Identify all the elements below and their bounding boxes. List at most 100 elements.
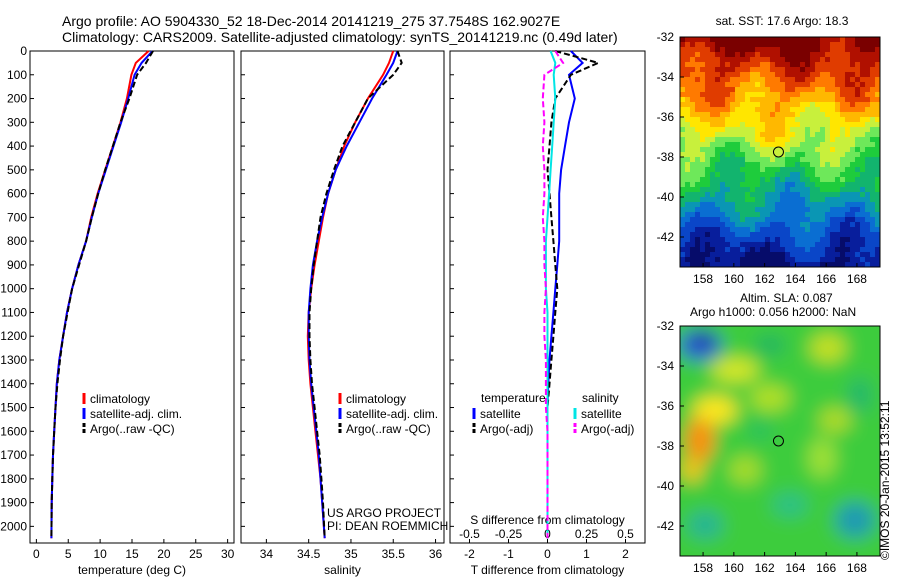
sst-cell xyxy=(690,107,696,113)
sst-cell xyxy=(735,127,741,133)
sst-cell xyxy=(725,77,731,83)
sst-cell xyxy=(820,97,826,103)
sst-cell xyxy=(680,197,686,203)
sst-cell xyxy=(750,132,756,138)
sst-cell xyxy=(825,107,831,113)
figure-title-line2: Climatology: CARS2009. Satellite-adjuste… xyxy=(62,29,618,45)
sst-cell xyxy=(815,247,821,253)
map-lon-tick-label: 162 xyxy=(755,561,775,575)
sst-cell xyxy=(830,37,836,43)
sst-cell xyxy=(795,82,801,88)
sst-cell xyxy=(740,217,746,223)
sst-cell xyxy=(780,187,786,193)
sst-cell xyxy=(805,257,811,263)
sst-cell xyxy=(740,102,746,108)
sst-cell xyxy=(875,47,880,53)
sst-cell xyxy=(745,247,751,253)
sst-cell xyxy=(755,57,761,63)
sst-cell xyxy=(740,257,746,263)
sst-cell xyxy=(845,212,851,218)
sst-cell xyxy=(725,177,731,183)
sst-cell xyxy=(680,192,686,198)
sst-cell xyxy=(815,227,821,233)
sst-cell xyxy=(720,147,726,153)
sst-cell xyxy=(765,237,771,243)
sst-cell xyxy=(855,62,861,68)
sst-cell xyxy=(845,217,851,223)
sst-cell xyxy=(795,177,801,183)
sst-cell xyxy=(820,262,826,267)
sst-cell xyxy=(805,242,811,248)
legend-label: Argo(-adj) xyxy=(581,422,634,436)
sst-cell xyxy=(835,177,841,183)
sst-cell xyxy=(710,152,716,158)
sst-cell xyxy=(700,57,706,63)
sst-cell xyxy=(680,217,686,223)
sst-cell xyxy=(710,247,716,253)
sst-cell xyxy=(725,152,731,158)
sst-cell xyxy=(810,192,816,198)
sst-cell xyxy=(765,62,771,68)
sst-cell xyxy=(770,217,776,223)
sst-cell xyxy=(720,142,726,148)
sst-cell xyxy=(800,97,806,103)
sst-cell xyxy=(790,212,796,218)
sst-cell xyxy=(795,137,801,143)
sst-cell xyxy=(750,72,756,78)
sst-cell xyxy=(685,247,691,253)
sst-cell xyxy=(695,247,701,253)
sst-cell xyxy=(720,202,726,208)
sst-cell xyxy=(705,162,711,168)
sst-cell xyxy=(715,52,721,58)
sst-cell xyxy=(685,62,691,68)
sst-cell xyxy=(755,112,761,118)
sst-cell xyxy=(770,222,776,228)
sst-cell xyxy=(790,177,796,183)
sst-cell xyxy=(840,157,846,163)
sst-cell xyxy=(835,157,841,163)
sst-cell xyxy=(800,177,806,183)
sst-cell xyxy=(700,92,706,98)
sst-cell xyxy=(780,162,786,168)
sst-cell xyxy=(800,202,806,208)
sst-cell xyxy=(730,172,736,178)
sst-cell xyxy=(745,107,751,113)
sst-cell xyxy=(785,192,791,198)
sst-cell xyxy=(860,102,866,108)
x-tick-label: -1 xyxy=(503,547,514,561)
sst-cell xyxy=(870,147,876,153)
sst-cell xyxy=(680,212,686,218)
sst-cell xyxy=(750,127,756,133)
sst-cell xyxy=(830,217,836,223)
depth-tick-label: 2000 xyxy=(0,519,27,533)
sst-cell xyxy=(760,257,766,263)
sst-cell xyxy=(725,247,731,253)
sst-cell xyxy=(710,222,716,228)
sst-cell xyxy=(695,132,701,138)
sst-cell xyxy=(750,147,756,153)
depth-tick-label: 1400 xyxy=(0,377,27,391)
sst-cell xyxy=(755,62,761,68)
sst-cell xyxy=(755,37,761,43)
sst-cell xyxy=(800,187,806,193)
sst-cell xyxy=(860,177,866,183)
sst-cell xyxy=(695,187,701,193)
sst-cell xyxy=(740,67,746,73)
sst-cell xyxy=(715,167,721,173)
sst-cell xyxy=(690,242,696,248)
sst-cell xyxy=(775,212,781,218)
sst-cell xyxy=(705,127,711,133)
sst-cell xyxy=(800,117,806,123)
sst-cell xyxy=(815,262,821,267)
sst-cell xyxy=(790,187,796,193)
sst-cell xyxy=(770,157,776,163)
sst-cell xyxy=(800,197,806,203)
sst-cell xyxy=(685,82,691,88)
sst-cell xyxy=(815,217,821,223)
sst-cell xyxy=(730,142,736,148)
sst-cell xyxy=(820,217,826,223)
x-tick-label: 35 xyxy=(344,547,358,561)
sst-cell xyxy=(730,227,736,233)
sst-cell xyxy=(795,162,801,168)
sst-map-title: sat. SST: 17.6 Argo: 18.3 xyxy=(716,14,849,28)
